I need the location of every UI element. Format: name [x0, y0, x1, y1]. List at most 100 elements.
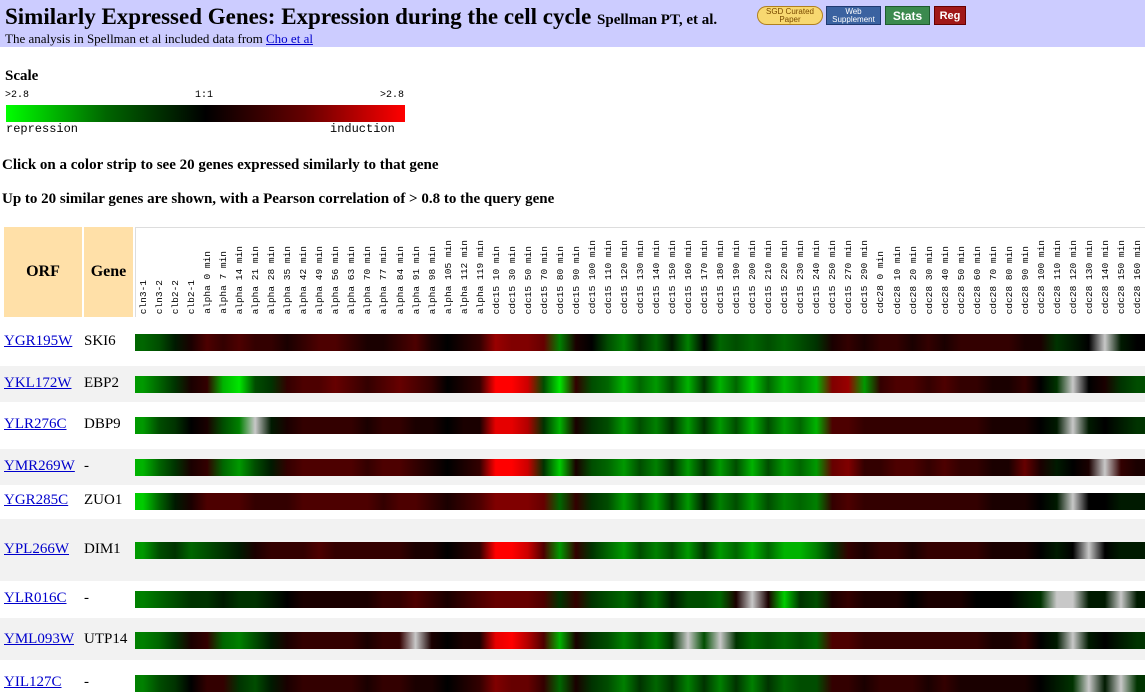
column-header: alpha 98 min — [426, 245, 438, 314]
column-header: cdc15 30 min — [506, 245, 518, 314]
column-header: cdc15 140 min — [651, 239, 663, 314]
scale-mid-value: 1:1 — [195, 90, 214, 101]
column-header: cdc15 80 min — [554, 245, 566, 314]
orf-link[interactable]: YLR276C — [4, 416, 67, 432]
orf-link[interactable]: YLR016C — [4, 590, 67, 606]
web-supplement-label: Web Supplement — [832, 6, 875, 24]
sgd-button-line1: SGD Curated — [765, 6, 815, 16]
column-header: cdc28 30 min — [923, 245, 935, 314]
column-header: alpha 49 min — [314, 245, 326, 314]
orf-link[interactable]: YML093W — [4, 631, 74, 647]
column-header: cdc28 40 min — [939, 245, 951, 314]
column-header: cdc28 130 min — [1083, 239, 1095, 314]
column-header: cdc15 170 min — [699, 239, 711, 314]
expression-strip[interactable] — [135, 542, 1145, 559]
column-header: cdc28 150 min — [1115, 239, 1127, 314]
gene-column-header: Gene — [84, 227, 133, 317]
column-header: cdc15 90 min — [570, 245, 582, 314]
column-header: cdc15 200 min — [747, 239, 759, 314]
expression-strip[interactable] — [135, 417, 1145, 434]
gene-name: UTP14 — [84, 631, 128, 647]
gene-name: DIM1 — [84, 541, 121, 557]
color-scale-bar — [6, 105, 405, 122]
column-header: cdc15 180 min — [715, 239, 727, 314]
web-supplement-button[interactable]: Web Supplement — [826, 6, 881, 25]
data-source-note: The analysis in Spellman et al included … — [5, 31, 313, 47]
column-header: alpha 63 min — [346, 245, 358, 314]
column-header: cdc15 160 min — [683, 239, 695, 314]
scale-left-value: >2.8 — [5, 90, 30, 101]
column-header: cdc15 190 min — [731, 239, 743, 314]
expression-strip[interactable] — [135, 493, 1145, 510]
column-header: cdc15 110 min — [602, 239, 614, 314]
column-header: cdc28 90 min — [1019, 245, 1031, 314]
sgd-curated-paper-button[interactable]: SGD Curated Paper — [757, 6, 823, 25]
column-header: alpha 7 min — [218, 251, 230, 314]
column-header: cdc28 10 min — [891, 245, 903, 314]
reg-button[interactable]: Reg — [934, 6, 966, 25]
column-header: alpha 119 min — [474, 239, 486, 314]
orf-column-header: ORF — [4, 227, 82, 317]
column-header: alpha 56 min — [330, 245, 342, 314]
column-header: alpha 112 min — [458, 239, 470, 314]
orf-link[interactable]: YIL127C — [4, 674, 62, 690]
column-header: cdc15 100 min — [586, 239, 598, 314]
column-header: alpha 42 min — [298, 245, 310, 314]
orf-link[interactable]: YGR285C — [4, 492, 69, 508]
column-header: cdc28 80 min — [1003, 245, 1015, 314]
column-header: cdc28 110 min — [1051, 239, 1063, 314]
orf-link[interactable]: YPL266W — [4, 541, 69, 557]
column-header: cdc15 270 min — [843, 239, 855, 314]
page-title-text: Similarly Expressed Genes: Expression du… — [5, 4, 592, 29]
expression-strip[interactable] — [135, 334, 1145, 351]
expression-strip[interactable] — [135, 376, 1145, 393]
page-title: Similarly Expressed Genes: Expression du… — [5, 3, 717, 34]
column-header: cdc15 230 min — [795, 239, 807, 314]
cho-et-al-link[interactable]: Cho et al — [266, 31, 313, 46]
expression-strip[interactable] — [135, 459, 1145, 476]
stats-button[interactable]: Stats — [885, 6, 930, 25]
column-header: cdc28 20 min — [907, 245, 919, 314]
scale-induction-label: induction — [330, 122, 395, 136]
column-header: cdc28 120 min — [1067, 239, 1079, 314]
sgd-curated-paper-label: SGD Curated Paper — [765, 6, 815, 24]
column-header: cdc28 100 min — [1035, 239, 1047, 314]
column-header: cdc28 70 min — [987, 245, 999, 314]
column-header: cdc15 70 min — [538, 245, 550, 314]
column-header: cdc15 220 min — [779, 239, 791, 314]
column-header: alpha 35 min — [282, 245, 294, 314]
column-header: cdc15 130 min — [635, 239, 646, 314]
column-header: alpha 70 min — [362, 245, 374, 314]
column-header: alpha 105 min — [442, 239, 454, 314]
column-header: alpha 91 min — [410, 245, 422, 314]
column-header: cdc15 250 min — [827, 239, 839, 314]
column-header: clb2-1 — [186, 279, 198, 314]
column-header: cdc28 140 min — [1099, 239, 1111, 314]
gene-name: SKI6 — [84, 333, 116, 349]
column-header: alpha 28 min — [266, 245, 278, 314]
column-header: alpha 21 min — [250, 245, 262, 314]
column-header: cdc15 50 min — [522, 245, 534, 314]
instruction-similar-genes: Up to 20 similar genes are shown, with a… — [2, 191, 555, 207]
column-header: cln3-2 — [154, 279, 166, 314]
scale-repression-label: repression — [6, 122, 79, 136]
gene-name: - — [84, 590, 89, 606]
citation: Spellman PT, et al. — [597, 12, 718, 28]
column-header: cdc15 10 min — [490, 245, 502, 314]
expression-strip[interactable] — [135, 591, 1145, 608]
instruction-click-strip: Click on a color strip to see 20 genes e… — [2, 157, 439, 173]
orf-link[interactable]: YGR195W — [4, 333, 73, 349]
orf-link[interactable]: YMR269W — [4, 458, 75, 474]
orf-link[interactable]: YKL172W — [4, 375, 72, 391]
data-source-note-text: The analysis in Spellman et al included … — [5, 31, 263, 46]
expression-strip[interactable] — [135, 675, 1145, 692]
expression-strip[interactable] — [135, 632, 1145, 649]
column-header: cdc28 50 min — [955, 245, 967, 314]
column-header: cdc28 0 min — [875, 251, 887, 314]
sgd-button-line2: Paper — [779, 14, 801, 24]
web-button-line2: Supplement — [832, 14, 875, 24]
column-header: cdc28 160 min — [1131, 239, 1143, 314]
web-button-line1: Web — [845, 6, 862, 16]
gene-name: - — [84, 674, 89, 690]
column-header: cdc15 120 min — [618, 239, 630, 314]
